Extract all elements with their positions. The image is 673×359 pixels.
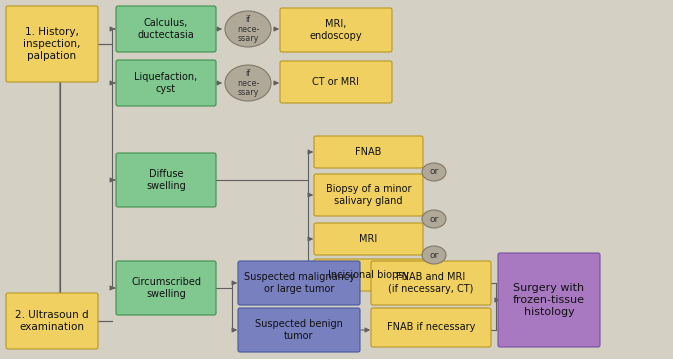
Text: if
nece-
ssary: if nece- ssary [237,69,259,97]
FancyBboxPatch shape [238,261,360,305]
Text: or: or [429,168,439,177]
Text: Biopsy of a minor
salivary gland: Biopsy of a minor salivary gland [326,184,411,206]
FancyBboxPatch shape [371,261,491,305]
Text: FNAB: FNAB [355,147,382,157]
Text: Suspected malignancy
or large tumor: Suspected malignancy or large tumor [244,272,355,294]
FancyBboxPatch shape [116,6,216,52]
Text: Incisional biopsy: Incisional biopsy [328,270,409,280]
Ellipse shape [422,246,446,264]
FancyBboxPatch shape [314,174,423,216]
Ellipse shape [422,210,446,228]
FancyBboxPatch shape [314,136,423,168]
FancyBboxPatch shape [116,153,216,207]
FancyBboxPatch shape [6,6,98,82]
Ellipse shape [422,163,446,181]
Text: or: or [429,251,439,260]
FancyBboxPatch shape [314,223,423,255]
FancyBboxPatch shape [498,253,600,347]
Text: Suspected benign
tumor: Suspected benign tumor [255,319,343,341]
Text: FNAB and MRI
(if necessary, CT): FNAB and MRI (if necessary, CT) [388,272,474,294]
Text: Diffuse
swelling: Diffuse swelling [146,169,186,191]
Text: Circumscribed
swelling: Circumscribed swelling [131,277,201,299]
Ellipse shape [225,65,271,101]
FancyBboxPatch shape [314,259,423,291]
Text: Liquefaction,
cyst: Liquefaction, cyst [135,72,198,94]
Text: if
nece-
ssary: if nece- ssary [237,15,259,43]
Text: 1. History,
inspection,
palpation: 1. History, inspection, palpation [24,27,81,61]
FancyBboxPatch shape [280,8,392,52]
Text: 2. Ultrasoun d
examination: 2. Ultrasoun d examination [15,310,89,332]
Text: Calculus,
ductectasia: Calculus, ductectasia [137,18,194,40]
Text: Surgery with
frozen-tissue
histology: Surgery with frozen-tissue histology [513,283,585,317]
Text: CT or MRI: CT or MRI [312,77,359,87]
Text: or: or [429,214,439,224]
FancyBboxPatch shape [116,261,216,315]
FancyBboxPatch shape [6,293,98,349]
FancyBboxPatch shape [371,308,491,347]
Text: FNAB if necessary: FNAB if necessary [387,322,475,332]
Ellipse shape [225,11,271,47]
FancyBboxPatch shape [238,308,360,352]
Text: MRI: MRI [359,234,378,244]
FancyBboxPatch shape [280,61,392,103]
Text: MRI,
endoscopy: MRI, endoscopy [310,19,362,41]
FancyBboxPatch shape [116,60,216,106]
